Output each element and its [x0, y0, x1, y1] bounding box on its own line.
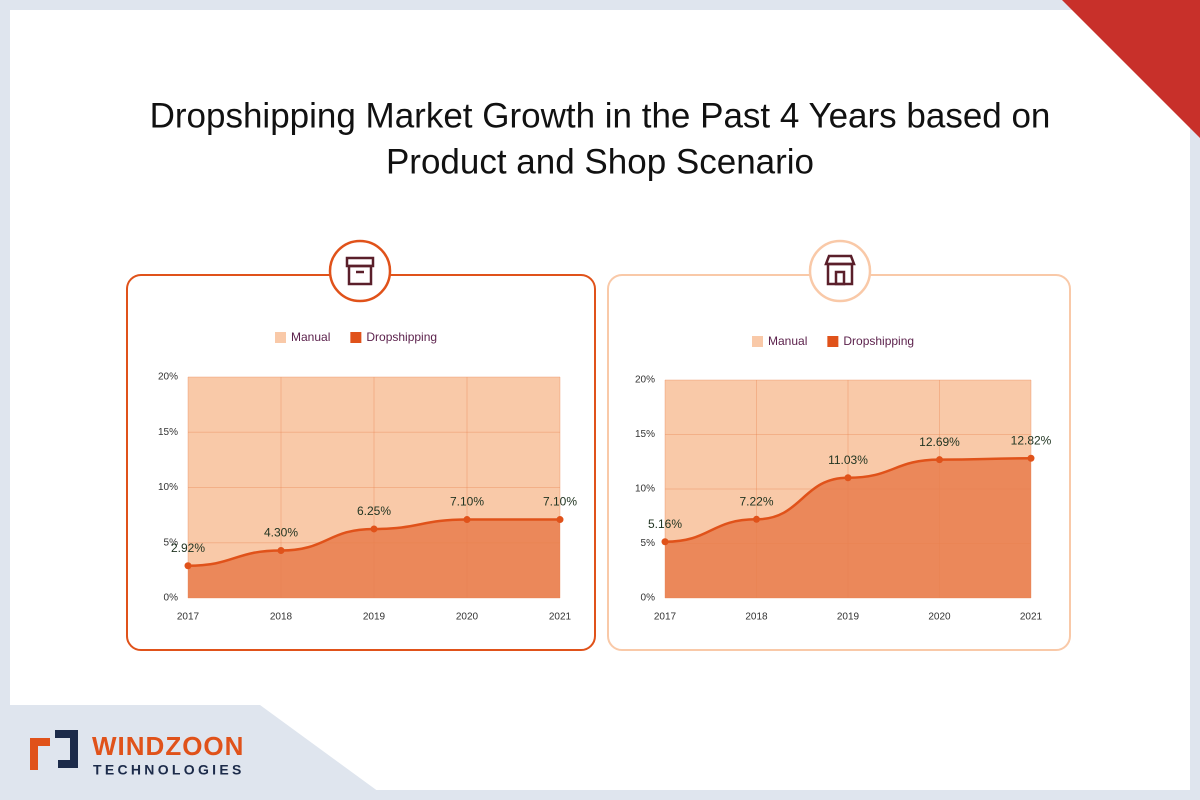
x-tick-label: 2021	[549, 612, 572, 623]
area	[665, 458, 1031, 598]
x-tick-label: 2018	[270, 612, 293, 623]
y-tick-label: 20%	[158, 372, 178, 383]
value-label: 6.25%	[357, 504, 391, 518]
area	[188, 519, 560, 598]
logo-backdrop	[0, 705, 390, 800]
legend-label: Manual	[291, 330, 330, 344]
value-label: 12.82%	[1011, 433, 1052, 447]
y-tick-label: 10%	[158, 482, 178, 493]
legend-label: Manual	[768, 334, 807, 348]
value-label: 7.10%	[450, 495, 484, 509]
point	[184, 562, 192, 570]
logo: WINDZOON TECHNOLOGIES	[30, 730, 245, 778]
value-label: 5.16%	[648, 517, 682, 531]
brand: WINDZOON	[92, 731, 244, 761]
point	[661, 538, 669, 546]
legend-swatch	[827, 336, 839, 347]
y-tick-label: 5%	[641, 538, 656, 549]
y-tick-label: 15%	[158, 427, 178, 438]
point	[753, 515, 760, 523]
point	[277, 546, 285, 554]
point	[556, 516, 564, 524]
value-label: 12.69%	[919, 435, 960, 449]
point	[463, 516, 471, 524]
x-tick-label: 2020	[456, 612, 479, 623]
value-label: 4.30%	[264, 526, 298, 540]
x-tick-label: 2020	[928, 612, 951, 623]
y-tick-label: 15%	[635, 429, 655, 440]
y-tick-label: 0%	[641, 593, 656, 604]
title-line: Dropshipping Market Growth in the Past 4…	[150, 96, 1051, 135]
value-label: 2.92%	[171, 541, 205, 555]
legend-swatch	[275, 332, 286, 343]
shop-icon	[808, 239, 872, 303]
point	[370, 525, 378, 533]
legend-label: Dropshipping	[366, 330, 437, 344]
y-tick-label: 0%	[164, 593, 179, 604]
corner-accent	[1062, 0, 1200, 138]
legend-swatch	[752, 336, 763, 347]
x-tick-label: 2019	[363, 612, 386, 623]
product-icon	[328, 239, 392, 303]
tagline: TECHNOLOGIES	[93, 762, 245, 778]
y-tick-label: 10%	[635, 484, 655, 495]
legend-swatch	[350, 332, 362, 343]
value-label: 7.22%	[739, 494, 773, 508]
x-tick-label: 2017	[177, 612, 200, 623]
x-tick-label: 2019	[837, 612, 860, 623]
point	[844, 474, 852, 482]
title-line: Product and Shop Scenario	[386, 142, 814, 181]
y-tick-label: 5%	[164, 537, 179, 548]
value-label: 11.03%	[828, 453, 868, 467]
y-tick-label: 20%	[635, 375, 655, 386]
legend-label: Dropshipping	[843, 334, 914, 348]
x-tick-label: 2018	[745, 612, 768, 623]
point	[936, 456, 943, 464]
x-tick-label: 2017	[654, 612, 677, 623]
x-tick-label: 2021	[1020, 612, 1043, 623]
value-label: 7.10%	[543, 495, 577, 509]
point	[1027, 454, 1035, 462]
